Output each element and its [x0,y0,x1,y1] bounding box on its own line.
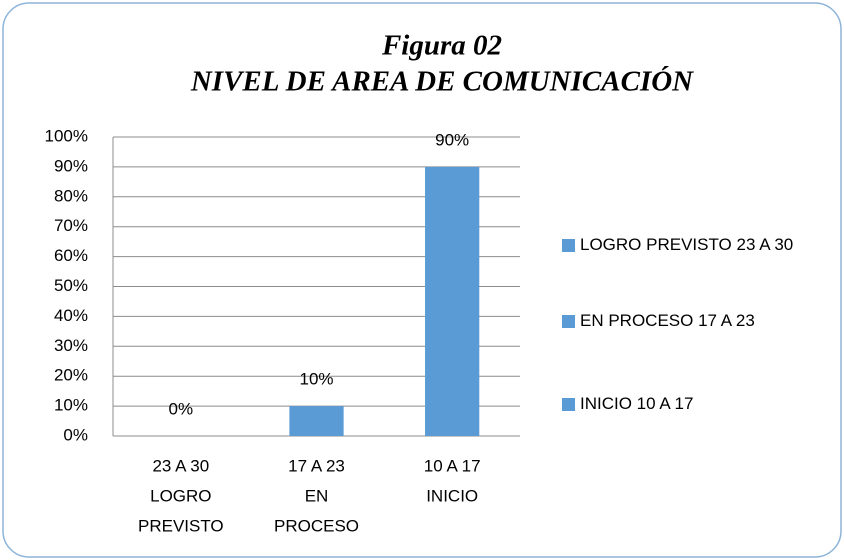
x-tick-label: INICIO [426,486,478,505]
y-tick-label: 70% [54,216,88,235]
x-tick-label: 23 A 30 [152,456,209,475]
legend-label: LOGRO PREVISTO 23 A 30 [580,235,794,254]
y-tick-label: 30% [54,336,88,355]
value-label: 0% [169,399,194,418]
value-label: 90% [435,130,469,149]
y-tick-label: 60% [54,246,88,265]
y-tick-label: 0% [63,425,88,444]
y-tick-label: 40% [54,306,88,325]
bar [289,406,344,436]
legend-swatch [562,239,575,252]
legend-entry: EN PROCESO 17 A 23 [562,306,830,335]
x-tick-label: 10 A 17 [424,456,481,475]
y-tick-label: 20% [54,366,88,385]
legend-swatch [562,398,575,411]
value-label: 10% [299,370,333,389]
x-tick-label: LOGRO [150,486,211,505]
x-tick-label: EN [305,486,329,505]
legend-label: INICIO 10 A 17 [580,394,694,413]
x-tick-label: PROCESO [274,516,359,535]
legend-entry: LOGRO PREVISTO 23 A 30 [562,230,830,259]
y-tick-label: 100% [45,126,88,145]
y-tick-label: 90% [54,156,88,175]
y-tick-label: 10% [54,396,88,415]
y-tick-label: 50% [54,276,88,295]
bar [425,166,480,436]
legend-entry: INICIO 10 A 17 [562,389,830,418]
chart-title: Figura 02 [381,30,502,62]
chart-title: NIVEL DE AREA DE COMUNICACIÓN [190,65,694,98]
x-tick-label: PREVISTO [138,516,224,535]
x-tick-label: 17 A 23 [288,456,345,475]
y-tick-label: 80% [54,186,88,205]
legend-label: EN PROCESO 17 A 23 [580,311,755,330]
legend-swatch [562,315,575,328]
